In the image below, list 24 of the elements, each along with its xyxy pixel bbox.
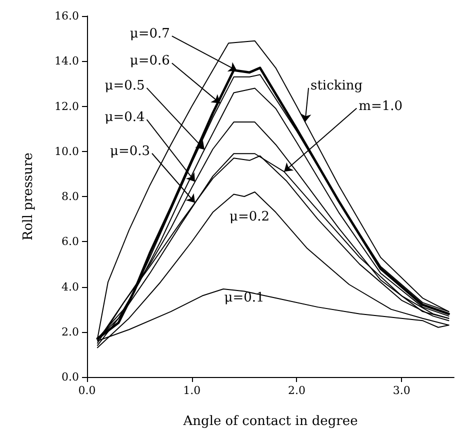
y-tick-label: 2.0 bbox=[62, 325, 79, 338]
text: μ=0.4 bbox=[104, 110, 145, 126]
x-tick-label: 3.0 bbox=[392, 384, 410, 397]
x-tick-label: 2.0 bbox=[288, 384, 306, 397]
y-tick-label: 6.0 bbox=[62, 235, 79, 248]
x-axis-title: Angle of contact in degree bbox=[182, 414, 358, 429]
text: μ=0.7 bbox=[130, 26, 170, 42]
text: m=1.0 bbox=[358, 98, 403, 114]
series-label: μ=0.1 bbox=[224, 290, 264, 306]
y-tick-label: 4.0 bbox=[62, 280, 79, 294]
x-tick-label: 1.0 bbox=[183, 384, 201, 397]
y-tick-label: 16.0 bbox=[54, 10, 79, 22]
x-tick-label: 0.0 bbox=[78, 384, 96, 397]
y-tick-label: 8.0 bbox=[62, 190, 79, 203]
y-tick-label: 10.0 bbox=[54, 144, 79, 158]
text: μ=0.3 bbox=[110, 144, 150, 159]
text: μ=0.6 bbox=[130, 54, 170, 69]
series-label: μ=0.2 bbox=[230, 209, 270, 224]
y-axis-title: Roll pressure bbox=[21, 152, 36, 240]
y-tick-label: 14.0 bbox=[54, 54, 79, 68]
text: μ=0.5 bbox=[104, 78, 145, 94]
y-tick-label: 0.0 bbox=[62, 370, 79, 384]
y-tick-label: 12.0 bbox=[54, 100, 79, 113]
series-label: sticking bbox=[310, 78, 363, 94]
